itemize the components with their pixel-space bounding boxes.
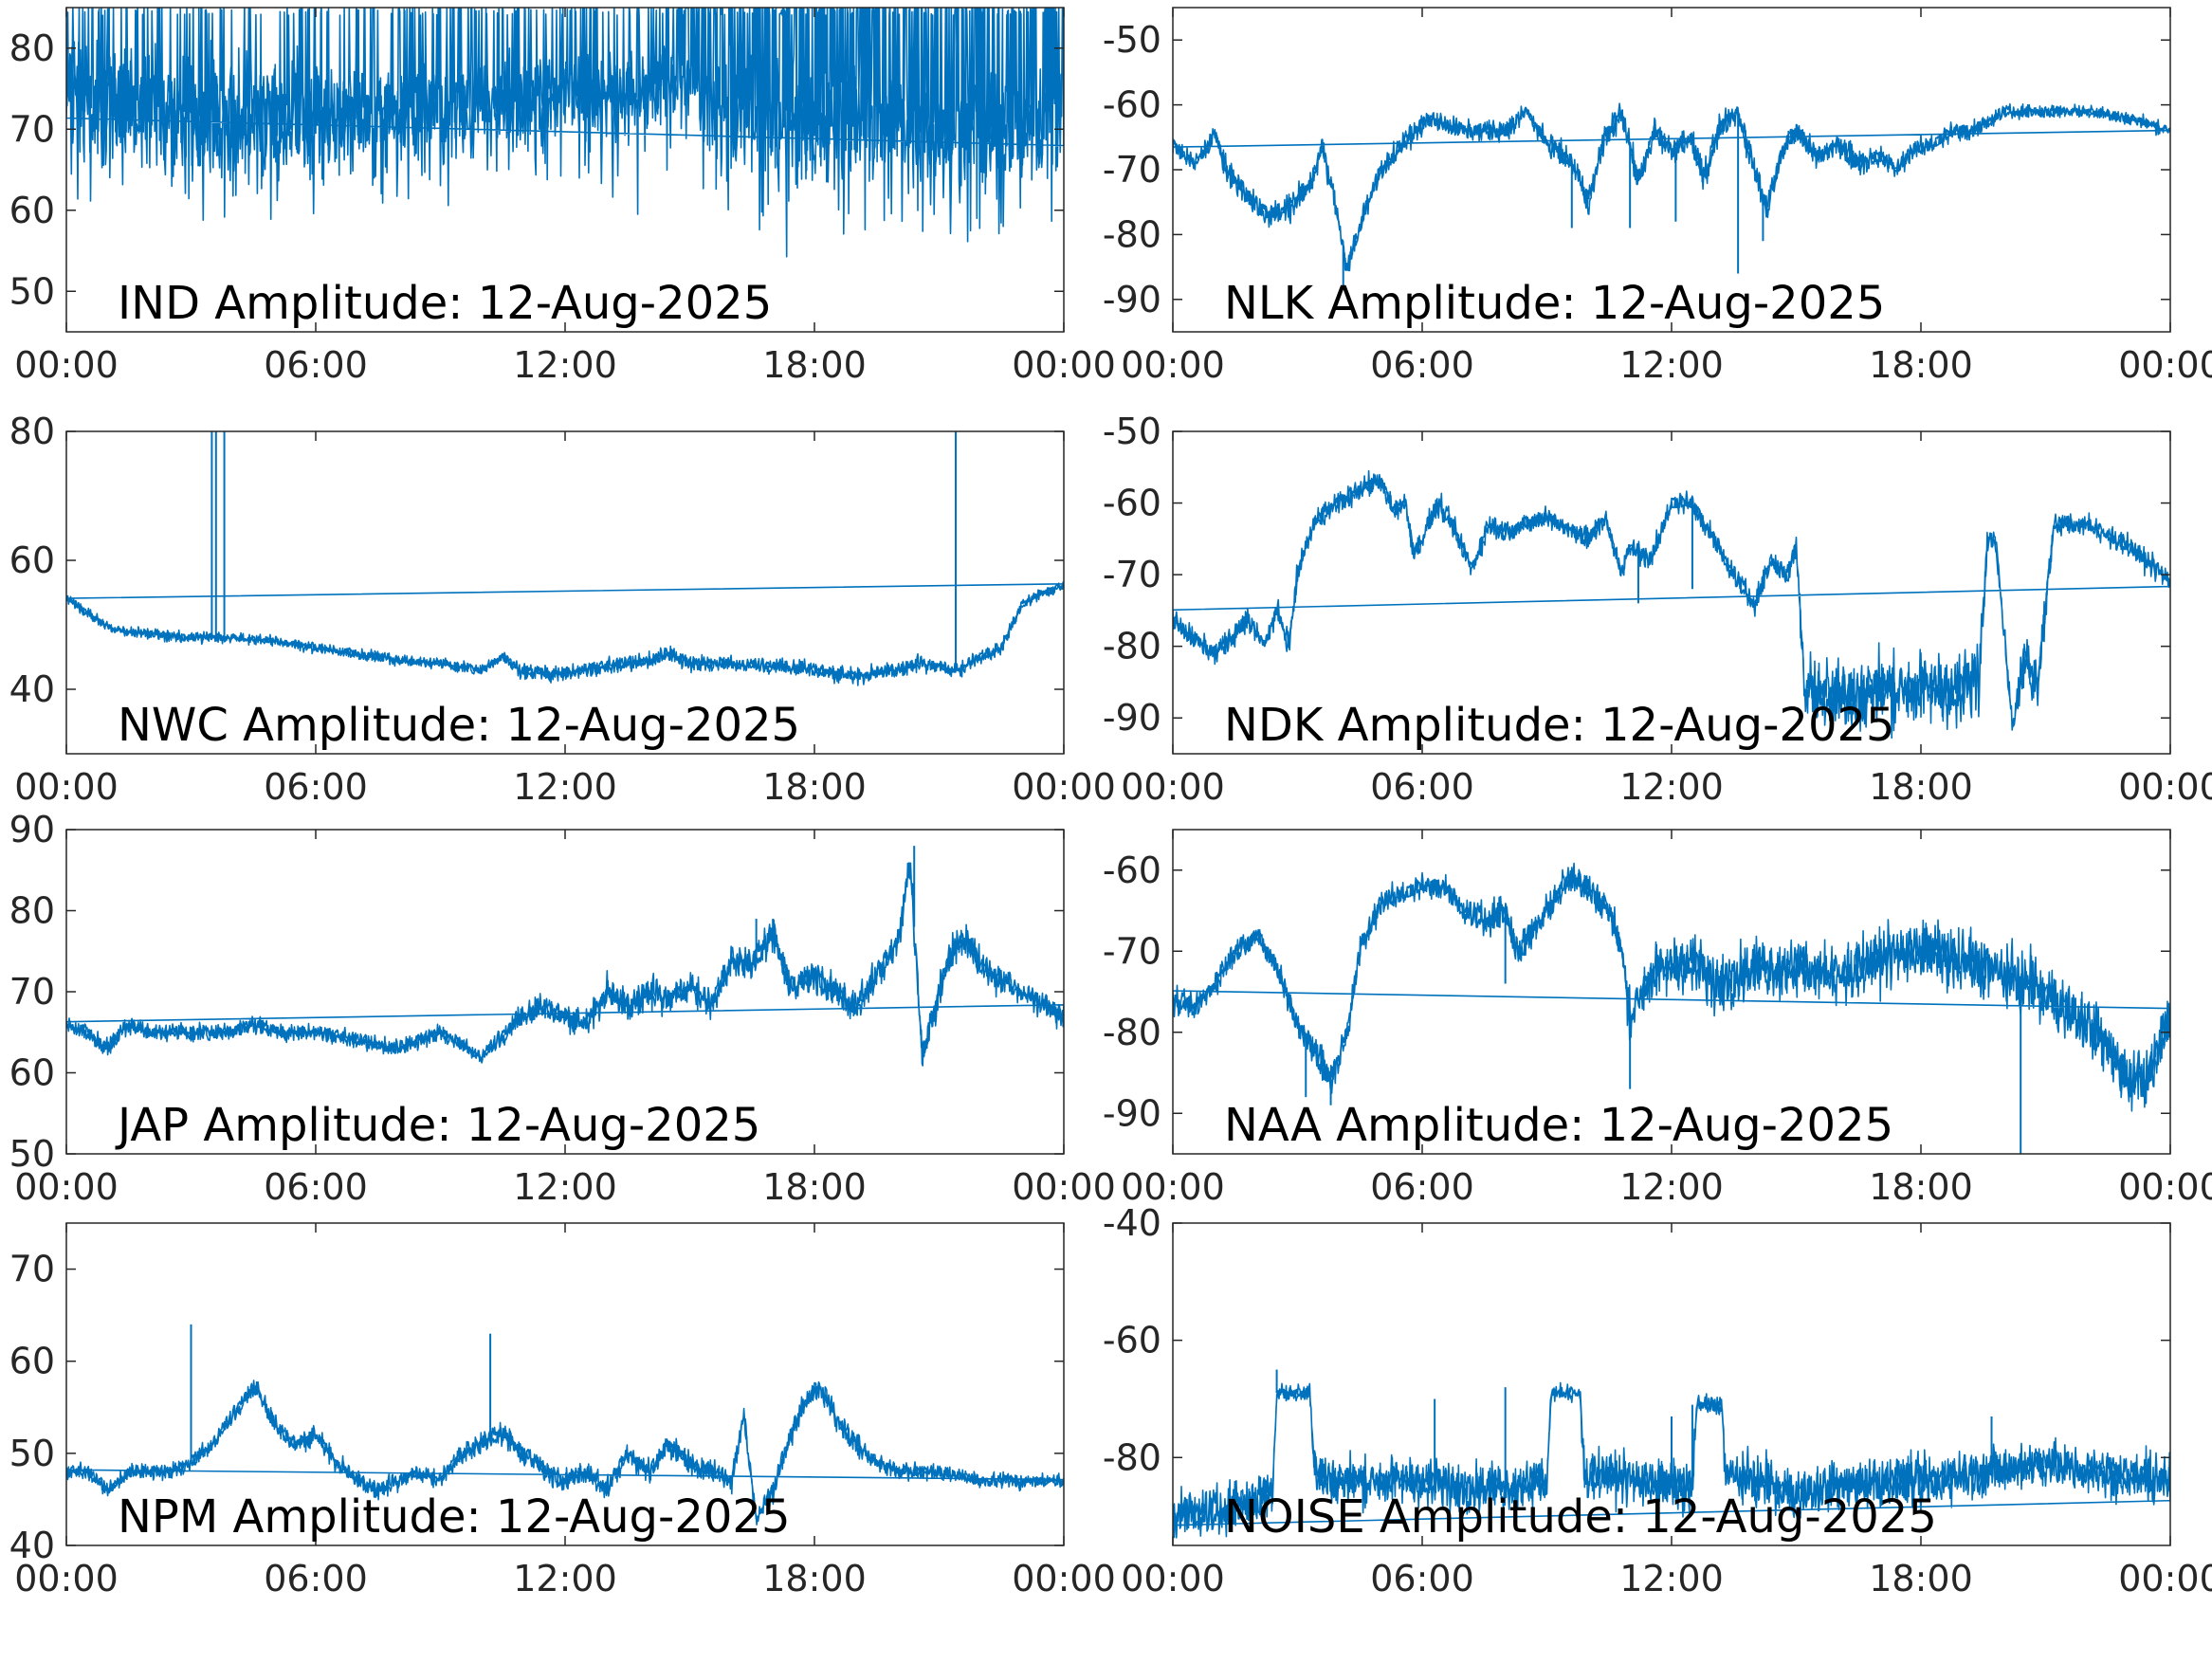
x-tick-label: 00:00 (1012, 344, 1116, 386)
chart-panel-5: 00:00 06:00 12:00 18:00 00:00 -60 -70 -80 -90 NAA… (1103, 829, 2212, 1208)
series-line (66, 1380, 1064, 1526)
y-tick-label: -40 (1103, 1202, 1161, 1244)
y-tick-label: -60 (1103, 1320, 1161, 1361)
y-tick-label: 80 (9, 27, 55, 69)
x-tick-label: 00:00 (2118, 766, 2212, 808)
y-tick-label: -80 (1103, 626, 1161, 667)
x-tick-label: 12:00 (513, 766, 617, 808)
series-line (66, 8, 1064, 258)
x-tick-label: 12:00 (513, 1166, 617, 1208)
y-tick-label: 60 (9, 190, 55, 231)
series-line (66, 862, 1064, 1067)
x-tick-label: 00:00 (14, 344, 119, 386)
chart-title: NWC Amplitude: 12-Aug-2025 (118, 699, 800, 752)
chart-panel-0: 00:00 06:00 12:00 18:00 00:00 50 60 70 80 IND Amp… (9, 7, 1116, 386)
y-tick-label: -90 (1103, 697, 1161, 739)
y-tick-label: 80 (9, 890, 55, 932)
x-tick-label: 00:00 (1121, 1166, 1225, 1208)
chart-title: NDK Amplitude: 12-Aug-2025 (1224, 699, 1895, 752)
x-tick-label: 00:00 (1121, 1558, 1225, 1599)
chart-panel-3: 00:00 06:00 12:00 18:00 00:00 -50 -60 -70 -80 -90… (1103, 411, 2212, 808)
x-tick-label: 12:00 (513, 344, 617, 386)
y-tick-label: 50 (9, 1433, 55, 1474)
y-tick-label: -80 (1103, 1436, 1161, 1478)
x-tick-label: 12:00 (1619, 1166, 1724, 1208)
x-tick-label: 06:00 (1370, 766, 1474, 808)
x-tick-label: 06:00 (264, 766, 368, 808)
chart-panel-7: 00:00 06:00 12:00 18:00 00:00 -40 -60 -80 NOISE … (1103, 1202, 2212, 1599)
x-tick-label: 06:00 (1370, 344, 1474, 386)
chart-title: IND Amplitude: 12-Aug-2025 (118, 277, 772, 330)
y-tick-label: 50 (9, 270, 55, 312)
chart-title: NAA Amplitude: 12-Aug-2025 (1224, 1099, 1893, 1152)
x-tick-label: 06:00 (1370, 1166, 1474, 1208)
x-tick-label: 00:00 (2118, 344, 2212, 386)
x-tick-label: 00:00 (2118, 1558, 2212, 1599)
x-tick-label: 18:00 (1869, 766, 1973, 808)
y-tick-label: -70 (1103, 930, 1161, 972)
chart-title: JAP Amplitude: 12-Aug-2025 (115, 1099, 760, 1152)
y-tick-label: -90 (1103, 1092, 1161, 1134)
y-tick-label: 70 (9, 1249, 55, 1290)
chart-panel-1: 00:00 06:00 12:00 18:00 00:00 -50 -60 -70 -80 -90… (1103, 7, 2212, 386)
x-tick-label: 18:00 (762, 1166, 867, 1208)
y-tick-label: 60 (9, 1052, 55, 1094)
y-tick-label: -60 (1103, 84, 1161, 126)
x-tick-label: 06:00 (264, 1166, 368, 1208)
x-tick-label: 06:00 (264, 344, 368, 386)
y-tick-label: 70 (9, 971, 55, 1013)
y-tick-label: 40 (9, 1525, 55, 1566)
y-tick-label: -50 (1103, 19, 1161, 61)
chart-title: NLK Amplitude: 12-Aug-2025 (1224, 277, 1885, 330)
x-tick-label: 18:00 (1869, 1166, 1973, 1208)
y-tick-label: -80 (1103, 213, 1161, 255)
x-tick-label: 12:00 (513, 1558, 617, 1599)
x-tick-label: 00:00 (14, 1166, 119, 1208)
y-tick-label: -50 (1103, 411, 1161, 452)
y-tick-label: 70 (9, 108, 55, 150)
x-tick-label: 00:00 (2118, 1166, 2212, 1208)
x-tick-label: 00:00 (14, 1558, 119, 1599)
y-tick-label: -80 (1103, 1012, 1161, 1053)
series-line (66, 581, 1064, 686)
y-tick-label: 50 (9, 1133, 55, 1175)
x-tick-label: 00:00 (1012, 1166, 1116, 1208)
x-tick-label: 06:00 (264, 1558, 368, 1599)
y-tick-label: 80 (9, 411, 55, 452)
x-tick-label: 18:00 (1869, 1558, 1973, 1599)
x-tick-label: 18:00 (762, 766, 867, 808)
y-tick-label: -70 (1103, 554, 1161, 595)
x-tick-label: 18:00 (1869, 344, 1973, 386)
x-tick-label: 18:00 (762, 1558, 867, 1599)
chart-title: NPM Amplitude: 12-Aug-2025 (118, 1490, 790, 1544)
chart-panel-2: 00:00 06:00 12:00 18:00 00:00 40 60 80 NWC Ampli… (9, 411, 1116, 808)
y-tick-label: -70 (1103, 149, 1161, 191)
y-tick-label: 40 (9, 668, 55, 710)
chart-title: NOISE Amplitude: 12-Aug-2025 (1224, 1490, 1937, 1544)
series-line (1173, 469, 2170, 740)
x-tick-label: 12:00 (1619, 766, 1724, 808)
y-tick-label: 60 (9, 539, 55, 581)
x-tick-label: 00:00 (1121, 344, 1225, 386)
series-line (1173, 862, 2170, 1112)
y-tick-label: 90 (9, 809, 55, 850)
x-tick-label: 00:00 (1012, 1558, 1116, 1599)
x-tick-label: 12:00 (1619, 344, 1724, 386)
y-tick-label: -60 (1103, 850, 1161, 891)
x-tick-label: 00:00 (14, 766, 119, 808)
y-tick-label: -90 (1103, 279, 1161, 320)
x-tick-label: 12:00 (1619, 1558, 1724, 1599)
series-line (1173, 102, 2170, 272)
y-tick-label: -60 (1103, 483, 1161, 524)
x-tick-label: 18:00 (762, 344, 867, 386)
x-tick-label: 00:00 (1121, 766, 1225, 808)
x-tick-label: 06:00 (1370, 1558, 1474, 1599)
y-tick-label: 60 (9, 1341, 55, 1382)
x-tick-label: 00:00 (1012, 766, 1116, 808)
